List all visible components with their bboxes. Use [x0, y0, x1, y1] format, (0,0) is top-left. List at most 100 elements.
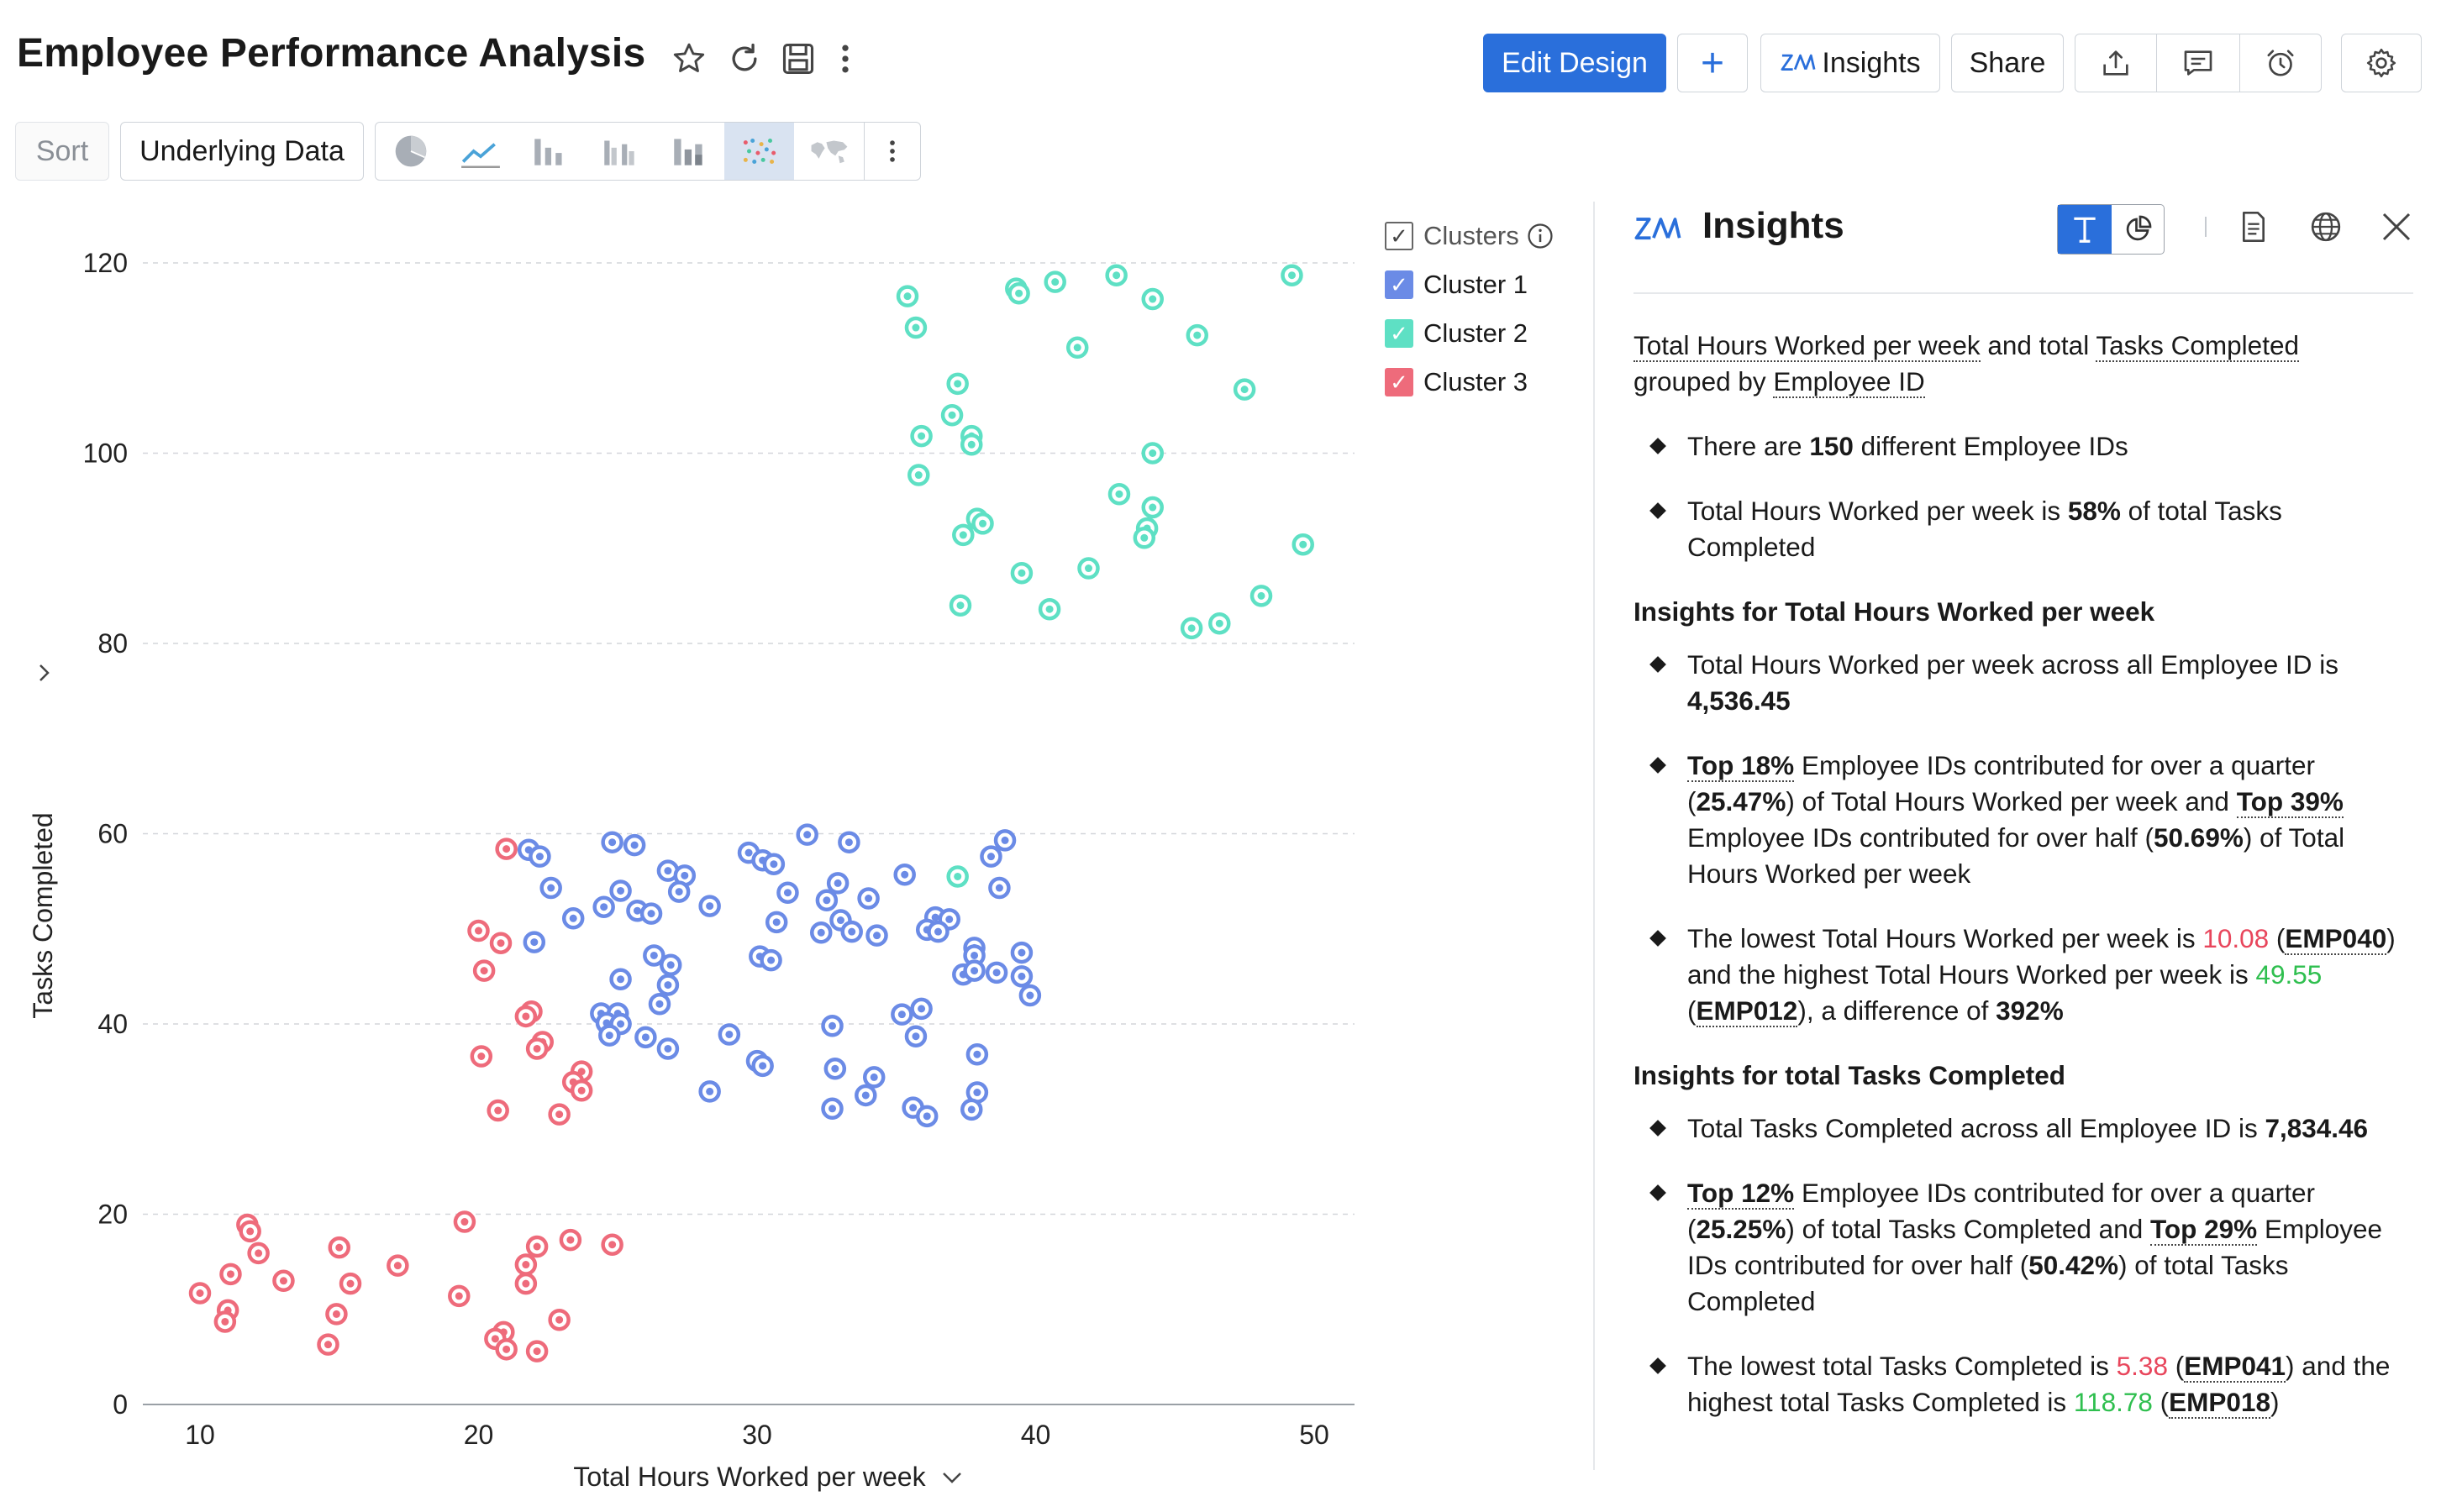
- data-point-center: [836, 916, 844, 925]
- data-point-center: [608, 838, 617, 847]
- map-chart-type-button[interactable]: [794, 123, 864, 180]
- measure-link[interactable]: Total Hours Worked per week: [1633, 330, 1981, 362]
- data-point-center: [569, 914, 577, 922]
- alarm-button[interactable]: [2239, 34, 2322, 92]
- value: 50.69%: [2154, 822, 2244, 853]
- employee-link[interactable]: EMP041: [2184, 1351, 2286, 1383]
- data-point-center: [948, 411, 956, 419]
- data-point-center: [1149, 503, 1157, 512]
- settings-button[interactable]: [2341, 34, 2422, 92]
- edit-design-button[interactable]: Edit Design: [1483, 34, 1666, 92]
- data-point-center: [255, 1249, 263, 1257]
- measure-link[interactable]: Tasks Completed: [2096, 330, 2299, 362]
- dimension-link[interactable]: Employee ID: [1773, 366, 1925, 398]
- bar-chart-type-button[interactable]: [515, 123, 585, 180]
- data-point-center: [992, 969, 1001, 977]
- data-point-center: [555, 1110, 564, 1119]
- sort-button[interactable]: Sort: [15, 122, 109, 181]
- save-icon[interactable]: [780, 40, 817, 77]
- data-point-center: [1257, 591, 1265, 600]
- data-point-center: [706, 1087, 714, 1095]
- value: 25.25%: [1696, 1214, 1786, 1244]
- data-point-center: [979, 519, 987, 528]
- grouped-bar-chart-type-button[interactable]: [585, 123, 655, 180]
- refresh-icon[interactable]: [726, 40, 763, 77]
- insights-button[interactable]: Insights: [1760, 34, 1940, 92]
- more-vertical-icon[interactable]: [827, 40, 864, 77]
- data-point-center: [664, 867, 672, 875]
- data-point-center: [650, 951, 658, 959]
- comment-icon: [2184, 50, 2212, 76]
- checkbox-icon[interactable]: ✓: [1385, 222, 1413, 250]
- data-point-center: [608, 1241, 617, 1249]
- legend-label: Cluster 2: [1423, 318, 1528, 348]
- data-point-center: [600, 903, 608, 911]
- data-point-center: [1018, 569, 1026, 577]
- data-point-center: [1149, 295, 1157, 303]
- data-point-center: [324, 1341, 332, 1349]
- data-point-center: [1084, 564, 1092, 573]
- gear-icon: [2366, 48, 2396, 78]
- y-axis-label[interactable]: Tasks Completed: [28, 812, 58, 1018]
- data-point-center: [1073, 344, 1081, 352]
- top-percent-link[interactable]: Top 29%: [2150, 1214, 2258, 1246]
- stacked-bar-chart-type-button[interactable]: [655, 123, 724, 180]
- checkbox-icon[interactable]: ✓: [1385, 319, 1413, 348]
- y-tick-label: 60: [97, 819, 128, 849]
- data-point-center: [393, 1262, 402, 1270]
- data-point-center: [1026, 991, 1034, 1000]
- export-button[interactable]: [2075, 34, 2157, 92]
- scatter-chart-icon: [743, 139, 776, 164]
- text-view-tab[interactable]: [2058, 205, 2112, 254]
- high-value: 118.78: [2073, 1387, 2153, 1417]
- comment-button[interactable]: [2156, 34, 2240, 92]
- legend-header[interactable]: ✓ Clusters: [1385, 212, 1555, 260]
- data-point-center: [1045, 605, 1054, 613]
- star-icon[interactable]: [671, 40, 708, 77]
- add-button[interactable]: +: [1677, 34, 1748, 92]
- close-icon[interactable]: [2380, 210, 2413, 244]
- employee-link[interactable]: EMP012: [1696, 995, 1798, 1027]
- insights-button-label: Insights: [1822, 46, 1921, 79]
- line-chart-type-button[interactable]: [445, 123, 515, 180]
- underlying-data-button[interactable]: Underlying Data: [120, 122, 364, 181]
- share-button[interactable]: Share: [1951, 34, 2064, 92]
- x-axis-label[interactable]: Total Hours Worked per week: [573, 1462, 926, 1492]
- legend-item-cluster-1[interactable]: ✓ Cluster 1: [1385, 260, 1555, 309]
- more-chart-types-button[interactable]: [864, 123, 919, 180]
- checkbox-icon[interactable]: ✓: [1385, 270, 1413, 299]
- data-point-center: [664, 981, 672, 990]
- scatter-chart-type-button[interactable]: [724, 123, 794, 180]
- data-point-center: [848, 927, 856, 936]
- data-point-center: [844, 838, 853, 847]
- legend-item-cluster-3[interactable]: ✓ Cluster 3: [1385, 358, 1555, 407]
- top-percent-link[interactable]: Top 12%: [1687, 1178, 1795, 1210]
- data-point-center: [744, 848, 753, 857]
- legend-item-cluster-2[interactable]: ✓ Cluster 2: [1385, 309, 1555, 358]
- x-axis-chevron-icon[interactable]: [943, 1473, 961, 1483]
- data-point-center: [664, 1044, 672, 1053]
- data-point-center: [196, 1289, 204, 1297]
- data-point-center: [477, 1053, 486, 1061]
- insights-header-divider: [1633, 292, 2413, 294]
- top-percent-link[interactable]: Top 18%: [1687, 750, 1795, 782]
- data-point-center: [912, 1032, 920, 1041]
- text: Employee IDs contributed for over half (: [1687, 822, 2154, 853]
- data-point-center: [1015, 289, 1023, 297]
- checkbox-icon[interactable]: ✓: [1385, 368, 1413, 396]
- employee-link[interactable]: EMP040: [2285, 923, 2387, 955]
- document-icon[interactable]: [2237, 210, 2270, 244]
- info-icon[interactable]: [1526, 222, 1555, 250]
- data-point-center: [834, 879, 842, 887]
- section-heading: Insights for total Tasks Completed: [1633, 1060, 2065, 1090]
- data-point-center: [522, 1261, 530, 1269]
- y-axis-chevron-icon[interactable]: [39, 664, 50, 681]
- pie-chart-type-button[interactable]: [376, 123, 445, 180]
- top-percent-link[interactable]: Top 39%: [2236, 786, 2344, 818]
- employee-link[interactable]: EMP018: [2169, 1387, 2270, 1419]
- globe-icon[interactable]: [2309, 210, 2343, 244]
- x-tick-label: 20: [464, 1420, 494, 1450]
- chart-view-tab[interactable]: [2112, 205, 2164, 254]
- line-chart-icon: [460, 143, 500, 168]
- series-1: [517, 823, 1042, 1128]
